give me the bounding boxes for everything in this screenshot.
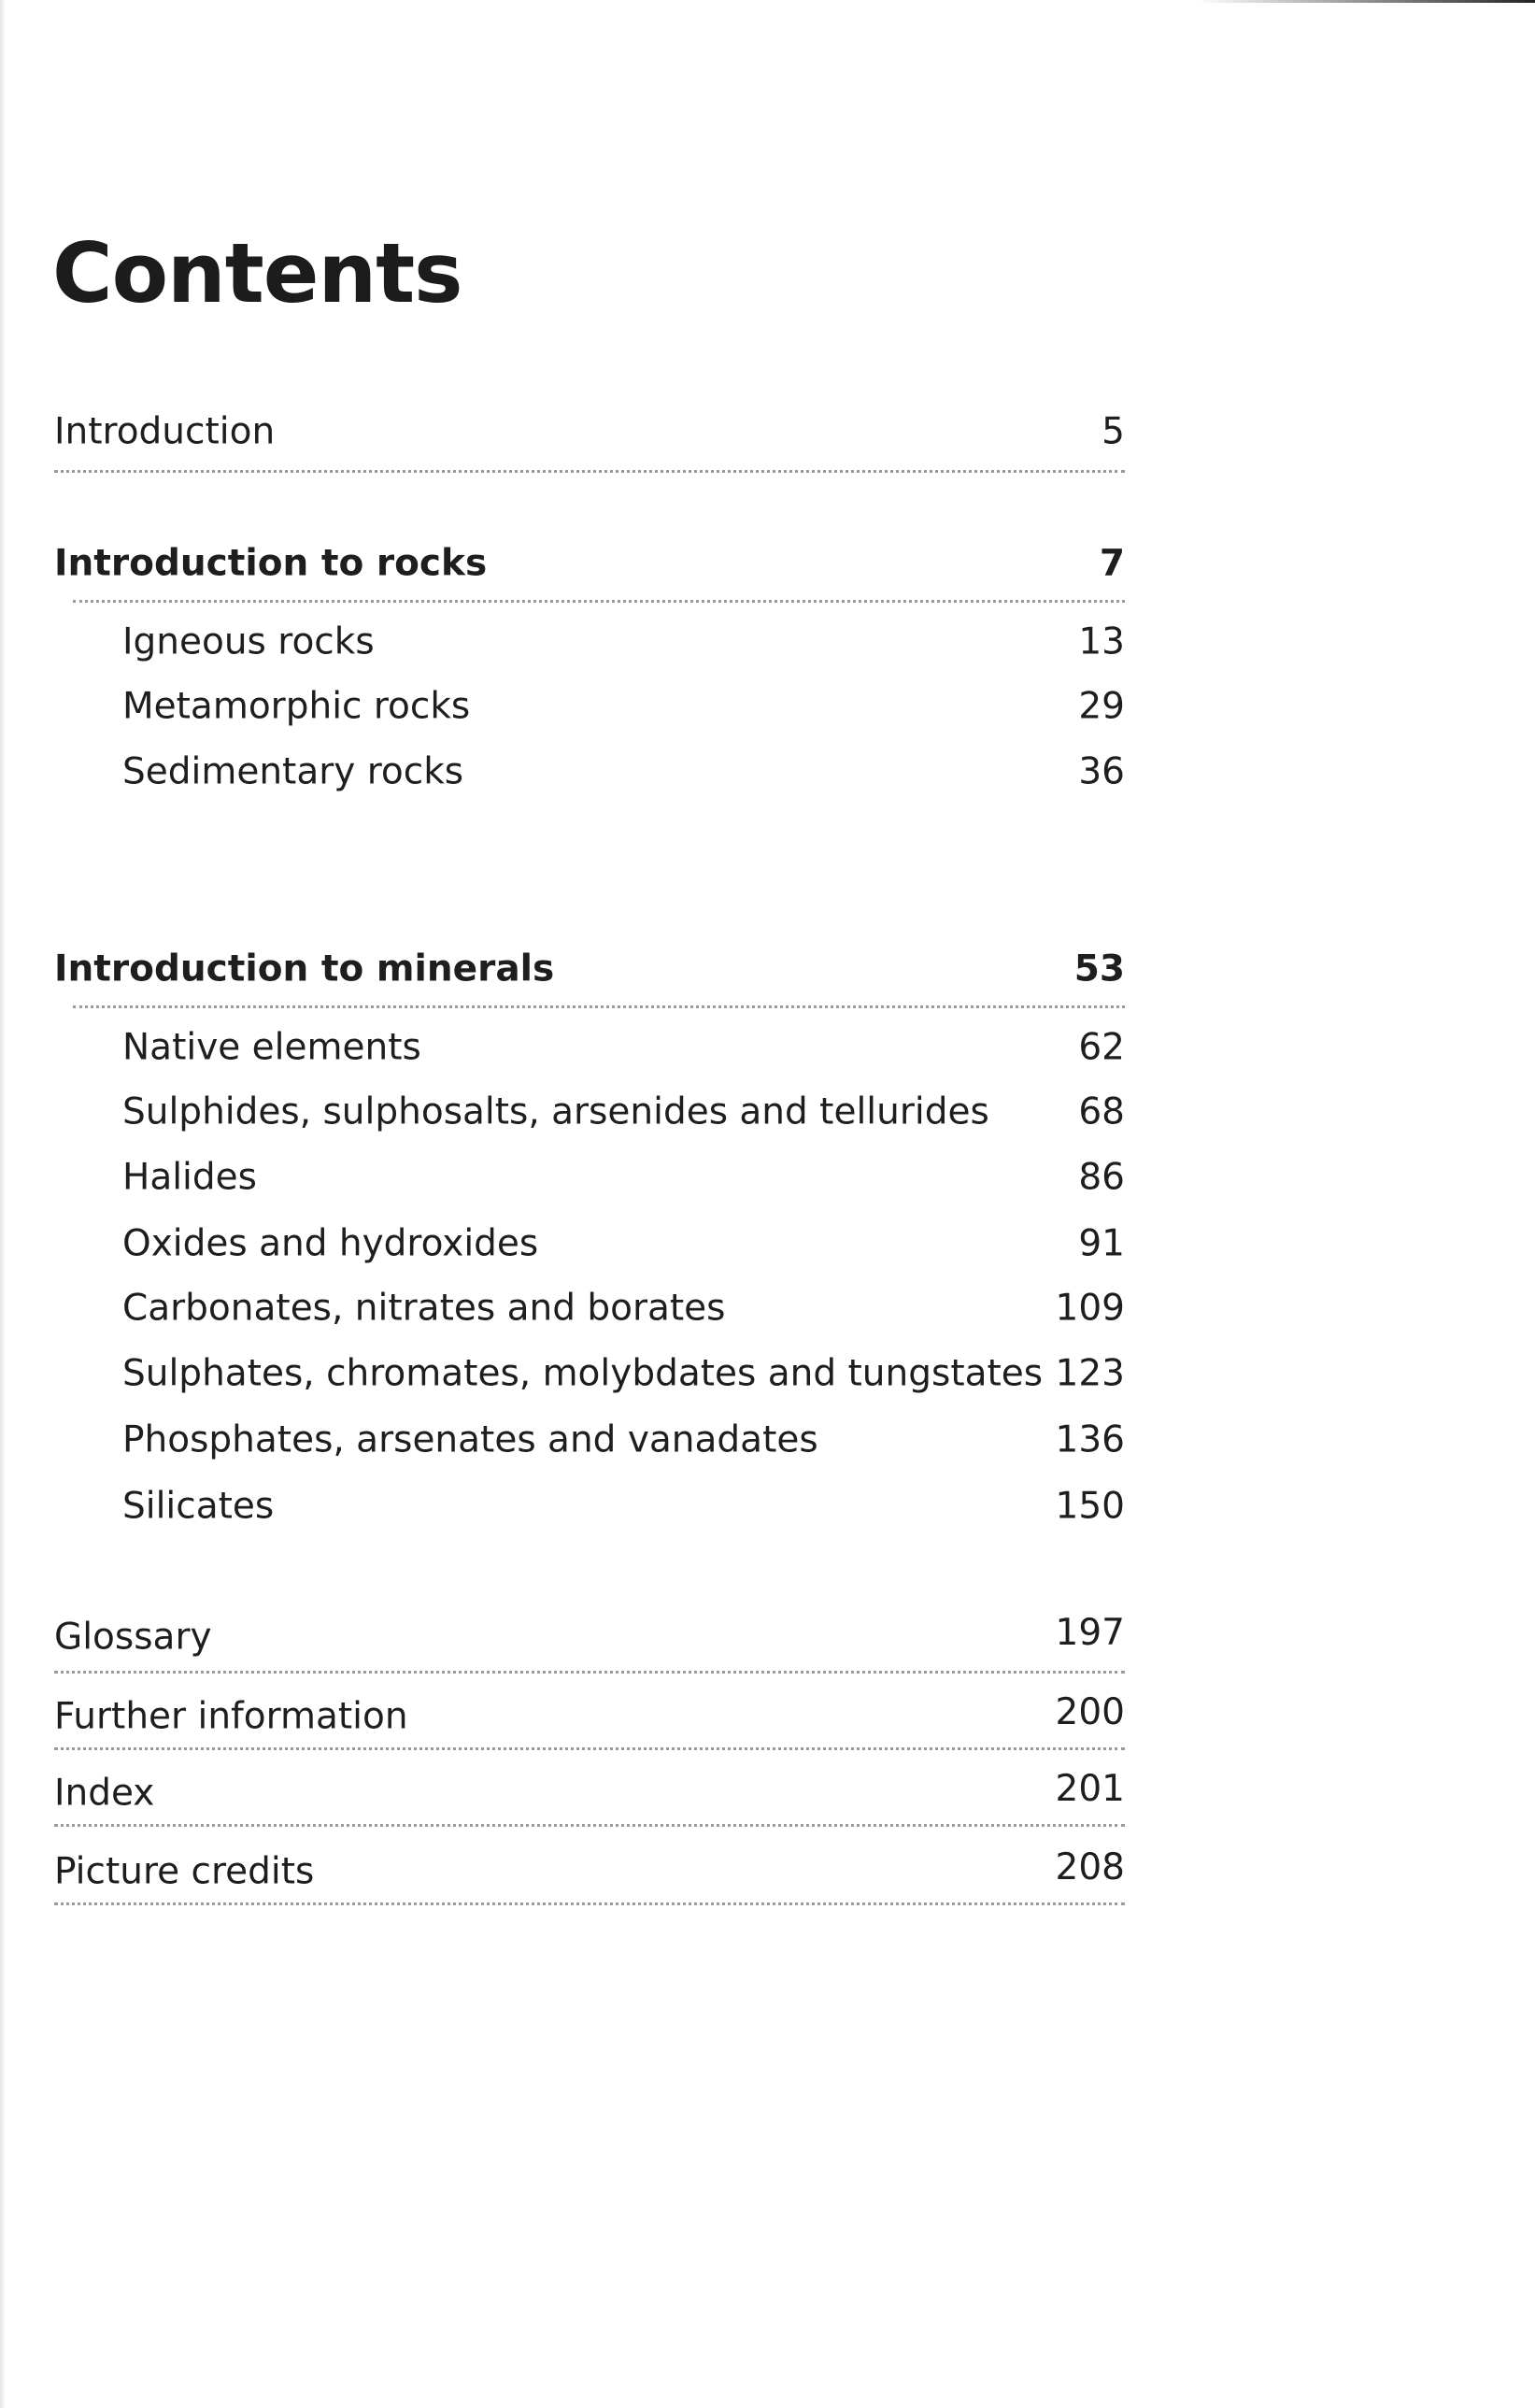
toc-entry-label: Silicates — [122, 1485, 275, 1528]
toc-entry-page: 7 — [1099, 542, 1125, 585]
dotted-leader — [54, 470, 1125, 473]
toc-entry-label: Phosphates, arsenates and vanadates — [122, 1418, 818, 1461]
toc-entry-label: Halides — [122, 1156, 257, 1199]
toc-entry-label: Introduction to rocks — [54, 542, 488, 585]
dotted-leader — [54, 1747, 1125, 1750]
toc-entry-label: Further information — [54, 1695, 408, 1738]
toc-entry-page: 200 — [1055, 1690, 1125, 1733]
toc-entry-page: 5 — [1102, 410, 1125, 453]
dotted-leader — [54, 1902, 1125, 1905]
toc-entry-label: Sulphates, chromates, molybdates and tun… — [122, 1352, 1044, 1395]
toc-entry-page: 91 — [1078, 1222, 1125, 1265]
toc-entry-page: 150 — [1055, 1485, 1125, 1528]
toc-entry-page: 13 — [1078, 620, 1125, 663]
toc-entry-page: 68 — [1078, 1090, 1125, 1133]
toc-entry-page: 123 — [1055, 1352, 1125, 1395]
page-edge-line — [1199, 0, 1535, 3]
page-title: Contents — [52, 224, 463, 321]
toc-entry-page: 86 — [1078, 1156, 1125, 1199]
toc-entry-page: 197 — [1055, 1611, 1125, 1654]
toc-entry-label: Picture credits — [54, 1850, 315, 1893]
toc-entry-label: Carbonates, nitrates and borates — [122, 1287, 726, 1330]
dotted-leader — [73, 1005, 1125, 1008]
toc-entry-label: Oxides and hydroxides — [122, 1222, 539, 1265]
dotted-leader — [54, 1671, 1125, 1674]
toc-entry-page: 136 — [1055, 1418, 1125, 1461]
toc-entry-label: Introduction to minerals — [54, 948, 555, 990]
toc-entry-label: Sedimentary rocks — [122, 750, 464, 793]
toc-entry-label: Introduction — [54, 410, 276, 453]
toc-entry-page: 201 — [1055, 1767, 1125, 1810]
page-gutter-shadow — [0, 0, 6, 2408]
dotted-leader — [73, 600, 1125, 603]
toc-entry-label: Glossary — [54, 1616, 212, 1659]
toc-entry-page: 53 — [1073, 948, 1125, 990]
toc-entry-label: Native elements — [122, 1026, 421, 1069]
toc-entry-label: Igneous rocks — [122, 620, 375, 663]
toc-entry-page: 29 — [1078, 685, 1125, 728]
toc-entry-page: 109 — [1055, 1287, 1125, 1330]
toc-entry-label: Sulphides, sulphosalts, arsenides and te… — [122, 1090, 989, 1133]
toc-entry-page: 36 — [1078, 750, 1125, 793]
toc-entry-label: Index — [54, 1772, 155, 1815]
toc-entry-page: 208 — [1055, 1845, 1125, 1888]
dotted-leader — [54, 1824, 1125, 1827]
toc-entry-label: Metamorphic rocks — [122, 685, 471, 728]
toc-entry-page: 62 — [1078, 1026, 1125, 1069]
